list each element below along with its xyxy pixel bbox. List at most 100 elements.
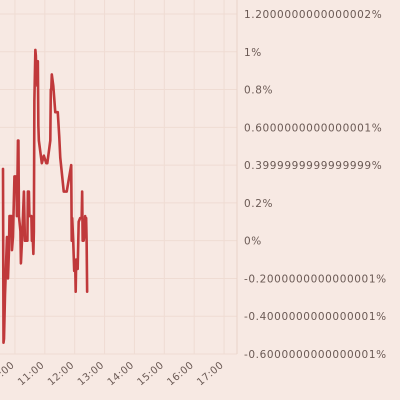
x-tick: 16:00 — [165, 360, 196, 388]
data-point — [35, 75, 38, 78]
x-tick-label: 11:00 — [16, 360, 47, 388]
y-tick-label: -0.4000000000000001% — [244, 311, 387, 323]
y-tick: -0.6000000000000001% — [244, 349, 387, 361]
data-point — [19, 230, 22, 233]
data-point — [36, 84, 39, 87]
data-point — [27, 190, 30, 193]
data-point — [37, 124, 40, 127]
data-point — [74, 262, 77, 265]
y-tick-label: 0.2% — [244, 198, 273, 210]
data-point — [74, 290, 77, 293]
x-tick-label: 12:00 — [46, 360, 77, 388]
data-point — [6, 235, 8, 238]
data-point — [13, 175, 16, 178]
data-point — [46, 162, 49, 165]
data-point — [18, 215, 20, 218]
x-tick-label: 10:00 — [0, 360, 17, 388]
data-point — [50, 73, 53, 76]
data-point — [2, 341, 5, 344]
data-point — [84, 215, 87, 218]
data-point — [40, 162, 43, 165]
x-tick-label: 13:00 — [76, 360, 107, 388]
data-point — [7, 277, 9, 280]
series-layer — [1, 48, 89, 344]
data-point — [75, 258, 78, 261]
data-point — [20, 262, 22, 265]
y-axis: 1.2000000000000002% 1% 0.8% 0.6000000000000… — [244, 9, 387, 361]
data-point — [80, 217, 83, 219]
data-point — [65, 190, 68, 193]
data-point — [86, 290, 89, 293]
data-point — [23, 190, 25, 193]
y-tick: 0% — [244, 236, 262, 248]
data-point — [16, 215, 18, 218]
data-point — [8, 249, 10, 252]
y-tick-label: 1.2000000000000002% — [244, 9, 382, 21]
x-tick: 14:00 — [106, 360, 137, 388]
x-tick: 12:00 — [46, 360, 77, 388]
data-point — [70, 239, 73, 242]
data-point — [8, 215, 11, 218]
data-point — [70, 164, 73, 167]
data-point — [37, 139, 40, 142]
data-point — [34, 48, 37, 51]
data-point — [10, 215, 13, 218]
data-point — [16, 179, 19, 182]
y-tick-label: 1% — [244, 47, 262, 59]
x-tick: 13:00 — [76, 360, 107, 388]
data-point — [54, 111, 57, 114]
x-tick-label: 14:00 — [106, 360, 137, 388]
y-tick: 1% — [244, 47, 262, 59]
data-point — [72, 239, 75, 242]
data-point — [11, 249, 13, 252]
data-point — [58, 135, 61, 138]
data-point — [81, 190, 84, 193]
data-point — [15, 175, 18, 178]
data-point — [12, 235, 14, 238]
y-tick-label: 0.6000000000000001% — [244, 122, 382, 134]
data-point — [59, 156, 62, 159]
grid — [0, 0, 238, 355]
data-point — [31, 239, 34, 242]
data-point — [76, 268, 79, 270]
data-point — [83, 230, 86, 233]
data-point — [24, 239, 26, 242]
data-point — [42, 154, 45, 157]
data-point — [28, 215, 31, 218]
data-point — [79, 217, 82, 219]
data-point — [36, 60, 39, 63]
data-point — [26, 239, 29, 242]
data-point — [49, 139, 52, 142]
y-tick: 0.2% — [244, 198, 273, 210]
y-tick: -0.4000000000000001% — [244, 311, 387, 323]
x-tick-label: 15:00 — [136, 360, 167, 388]
data-point — [56, 111, 59, 114]
y-tick: 1.2000000000000002% — [244, 9, 382, 21]
y-tick-label: 0.8% — [244, 85, 273, 97]
y-tick: -0.2000000000000001% — [244, 273, 386, 285]
data-point — [85, 217, 88, 219]
data-point — [3, 337, 5, 340]
y-tick: 0.3999999999999999% — [244, 160, 382, 172]
x-tick-label: 17:00 — [195, 360, 226, 388]
data-point — [2, 167, 4, 170]
x-tick: 17:00 — [195, 360, 226, 388]
x-tick: 15:00 — [136, 360, 167, 388]
y-tick-label: -0.6000000000000001% — [244, 349, 387, 361]
x-tick: 11:00 — [16, 360, 47, 388]
data-point — [30, 215, 33, 218]
data-point — [77, 220, 80, 223]
data-point — [84, 220, 87, 223]
data-point — [33, 99, 36, 102]
y-tick-label: 0% — [244, 236, 262, 248]
data-point — [76, 262, 79, 265]
data-point — [71, 217, 74, 219]
y-tick-label: 0.3999999999999999% — [244, 160, 382, 172]
data-point — [32, 252, 35, 255]
data-point — [50, 88, 53, 91]
y-tick: 0.8% — [244, 85, 273, 97]
data-point — [17, 139, 20, 142]
x-axis: 10:00 11:00 12:00 13:00 14:00 15:00 16:00 17:00 — [0, 360, 226, 388]
x-tick-label: 16:00 — [165, 360, 196, 388]
data-point — [73, 269, 76, 272]
